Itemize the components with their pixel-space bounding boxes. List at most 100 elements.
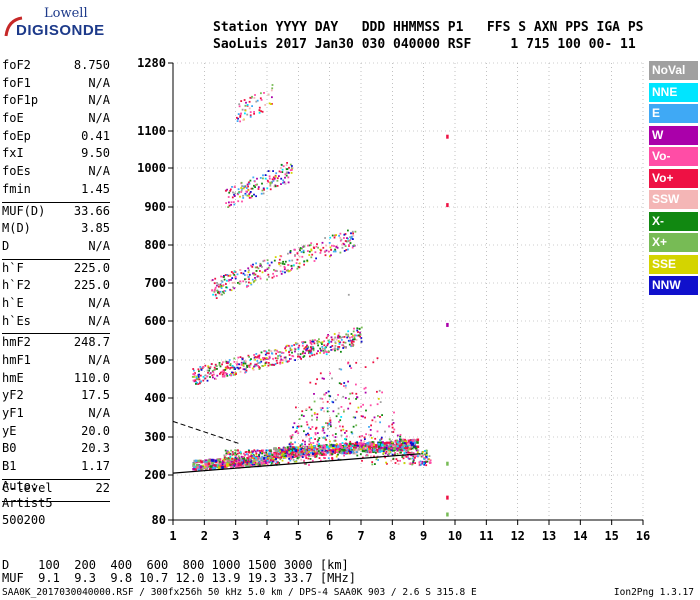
echo-point xyxy=(350,333,353,335)
echo-point xyxy=(292,454,296,457)
echo-point xyxy=(295,452,298,455)
echo-point xyxy=(335,444,338,448)
echo-point xyxy=(360,337,363,339)
echo-point xyxy=(301,455,303,457)
echo-point xyxy=(312,442,315,444)
echo-point xyxy=(244,270,247,272)
echo-point xyxy=(401,449,404,452)
echo-point xyxy=(243,185,245,188)
echo-point xyxy=(234,456,237,459)
echo-point xyxy=(293,455,296,458)
echo-point xyxy=(197,376,200,378)
echo-point xyxy=(253,464,256,467)
echo-point xyxy=(388,445,390,448)
echo-point xyxy=(224,367,227,370)
echo-point xyxy=(316,432,319,434)
chart-grid xyxy=(172,62,644,521)
echo-point xyxy=(297,346,300,349)
echo-point xyxy=(348,446,351,449)
echo-point xyxy=(267,170,270,172)
echo-point xyxy=(383,443,387,447)
echo-point xyxy=(415,449,418,452)
echo-point xyxy=(329,419,332,422)
echo-point xyxy=(211,289,214,292)
echo-point xyxy=(303,463,306,465)
echo-point xyxy=(332,451,335,453)
echo-point xyxy=(335,246,338,248)
echo-point xyxy=(249,111,252,113)
echo-point xyxy=(350,367,353,369)
echo-point xyxy=(291,451,294,454)
echo-point xyxy=(375,444,378,447)
echo-point xyxy=(283,265,286,268)
echo-point xyxy=(394,462,397,464)
echo-point xyxy=(280,177,283,180)
echo-point xyxy=(286,344,288,347)
echo-point xyxy=(233,203,236,206)
echo-point xyxy=(253,112,255,115)
echo-point xyxy=(207,365,210,368)
echo-point xyxy=(262,357,264,359)
echo-point xyxy=(246,366,249,368)
param-key: yF2 xyxy=(2,388,24,403)
echo-point xyxy=(364,449,367,453)
echo-point xyxy=(357,406,360,409)
echo-point xyxy=(249,96,252,99)
echo-point xyxy=(308,453,310,456)
legend-item: NoVal xyxy=(649,61,698,80)
echo-point xyxy=(230,464,234,467)
echo-point xyxy=(396,439,398,442)
echo-point xyxy=(370,444,373,447)
echo-point xyxy=(345,346,347,348)
echo-point xyxy=(362,456,364,459)
echo-point xyxy=(278,170,281,173)
echo-point xyxy=(339,443,342,446)
echo-point xyxy=(216,368,218,370)
echo-point xyxy=(326,434,329,437)
echo-point xyxy=(253,456,256,458)
echo-point xyxy=(255,464,258,467)
echo-point xyxy=(221,461,225,464)
echo-point xyxy=(334,250,337,253)
echo-point xyxy=(303,430,305,433)
echo-point xyxy=(375,451,377,454)
echo-point xyxy=(261,449,263,452)
echo-point xyxy=(405,455,408,458)
param-key: foF2 xyxy=(2,58,31,72)
echo-point xyxy=(246,113,249,116)
echo-point xyxy=(231,282,234,284)
echo-point xyxy=(317,350,319,352)
echo-point xyxy=(307,250,309,252)
echo-point xyxy=(298,344,301,347)
echo-point xyxy=(305,451,308,454)
echo-point xyxy=(249,191,252,193)
echo-point xyxy=(261,365,264,367)
echo-point xyxy=(222,284,225,287)
echo-point xyxy=(349,365,351,368)
echo-point xyxy=(271,363,273,366)
param-row: h`Es N/A xyxy=(2,314,110,332)
echo-point xyxy=(409,457,412,460)
echo-point xyxy=(221,375,224,378)
echo-point xyxy=(230,449,232,452)
echo-point xyxy=(335,234,337,236)
echo-point xyxy=(273,177,276,180)
echo-point xyxy=(344,443,346,446)
echo-point xyxy=(365,443,368,447)
echo-point xyxy=(327,450,331,454)
echo-point xyxy=(246,285,248,288)
logo-lowell: Lowell xyxy=(44,6,88,21)
param-value: 17.5 xyxy=(81,388,110,403)
echo-point xyxy=(214,277,217,280)
echo-point xyxy=(334,341,337,344)
echo-point xyxy=(251,266,254,268)
echo-point xyxy=(288,360,290,362)
echo-point xyxy=(380,443,384,447)
echo-point xyxy=(368,441,371,444)
echo-point xyxy=(308,438,311,440)
echo-point xyxy=(333,338,336,341)
echo-point xyxy=(296,258,299,261)
echo-point xyxy=(420,455,423,458)
echo-point xyxy=(400,438,402,441)
echo-point xyxy=(254,357,257,360)
